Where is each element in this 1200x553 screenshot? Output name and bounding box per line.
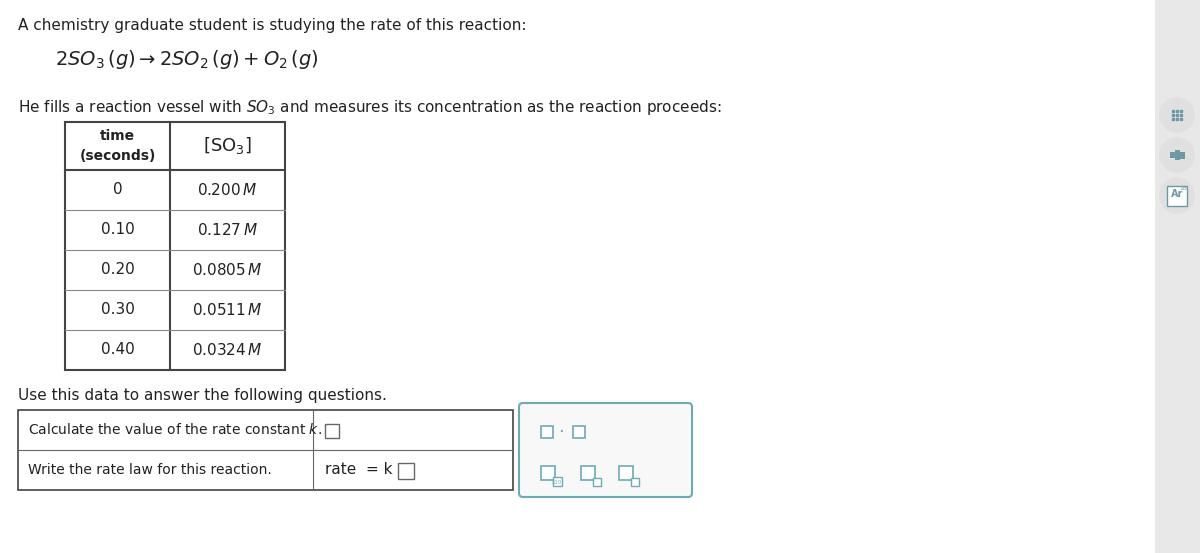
Text: time
(seconds): time (seconds) (79, 129, 156, 163)
Bar (619, 466, 634, 480)
Circle shape (1160, 138, 1194, 172)
Circle shape (1160, 98, 1194, 132)
Text: ·: · (558, 423, 564, 441)
Text: Calculate the value of the rate constant $k$.: Calculate the value of the rate constant… (28, 422, 322, 437)
Text: 18: 18 (1180, 185, 1187, 190)
Bar (593, 478, 601, 486)
Text: x10: x10 (552, 479, 562, 484)
Bar (325, 424, 340, 438)
Bar (553, 477, 562, 486)
Bar (1180, 152, 1184, 159)
Text: He fills a reaction vessel with $SO_3$ and measures its concentration as the rea: He fills a reaction vessel with $SO_3$ a… (18, 98, 721, 117)
FancyBboxPatch shape (520, 403, 692, 497)
Bar (1170, 152, 1175, 158)
Text: $0.0324\,M$: $0.0324\,M$ (192, 342, 263, 358)
Text: Use this data to answer the following questions.: Use this data to answer the following qu… (18, 388, 386, 403)
Bar (18, 410, 514, 490)
Circle shape (1160, 98, 1194, 132)
Bar (1175, 150, 1180, 160)
Text: 0: 0 (113, 182, 122, 197)
Text: Write the rate law for this reaction.: Write the rate law for this reaction. (28, 463, 271, 477)
Bar (631, 478, 640, 486)
Bar (1154, 0, 1200, 553)
Text: Ar: Ar (1171, 189, 1183, 199)
Text: $\left[\mathrm{SO}_3\right]$: $\left[\mathrm{SO}_3\right]$ (203, 135, 252, 156)
Text: 0.30: 0.30 (101, 302, 134, 317)
Text: A chemistry graduate student is studying the rate of this reaction:: A chemistry graduate student is studying… (18, 18, 527, 33)
Bar (65, 122, 286, 370)
Text: $0.0805\,M$: $0.0805\,M$ (192, 262, 263, 278)
Circle shape (1160, 179, 1194, 213)
Text: $0.0511\,M$: $0.0511\,M$ (192, 302, 263, 318)
Bar (398, 463, 414, 479)
Bar (581, 466, 595, 480)
Bar (541, 466, 554, 480)
Text: rate  = k: rate = k (325, 462, 392, 477)
Text: $2SO_3\,(g) \rightarrow 2SO_2\,(g) + O_2\,(g)$: $2SO_3\,(g) \rightarrow 2SO_2\,(g) + O_2… (55, 48, 319, 71)
Text: 0.20: 0.20 (101, 263, 134, 278)
Text: 0.10: 0.10 (101, 222, 134, 237)
Bar (1166, 186, 1187, 206)
Text: $0.127\,M$: $0.127\,M$ (197, 222, 258, 238)
Text: 0.40: 0.40 (101, 342, 134, 357)
Circle shape (1160, 178, 1194, 212)
Text: $0.200\,M$: $0.200\,M$ (198, 182, 258, 198)
Circle shape (1160, 138, 1194, 172)
Bar (574, 426, 586, 438)
Bar (541, 426, 553, 438)
